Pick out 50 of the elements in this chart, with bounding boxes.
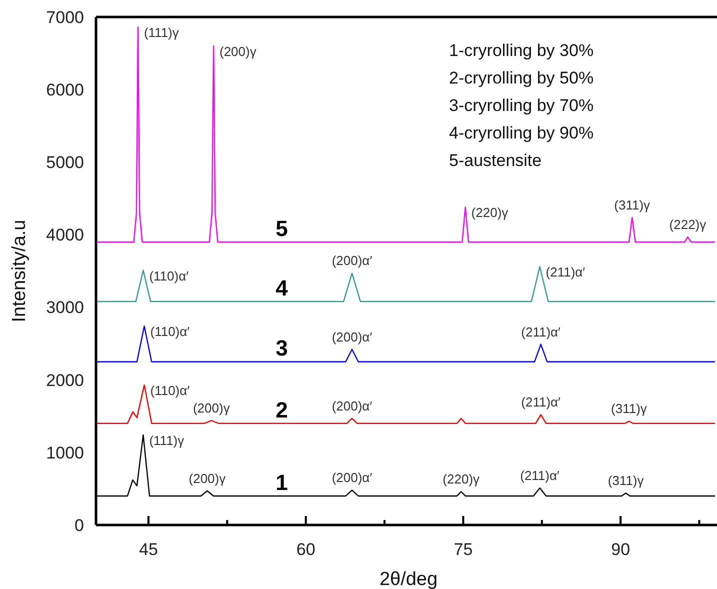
annotation: (211)α′ (546, 264, 586, 280)
y-axis-title: Intensity/a.u (9, 220, 30, 322)
y-tick-label: 2000 (46, 370, 84, 390)
line-series (96, 266, 716, 302)
annotation: (110)α′ (150, 382, 190, 398)
line-series (96, 326, 716, 362)
annotation: 3-cryrolling by 70% (449, 96, 594, 115)
annotation: 1-cryrolling by 30% (449, 40, 594, 60)
annotation: 4-cryrolling by 90% (449, 123, 594, 142)
annotation: (111)γ (144, 25, 180, 40)
annotation: (200)α′ (332, 329, 373, 344)
annotation: (200)α′ (332, 398, 373, 414)
series-label: 2 (276, 397, 288, 422)
annotation: (220)γ (471, 205, 509, 220)
y-tick-label: 4000 (46, 226, 84, 245)
annotation: (211)α′ (521, 324, 562, 340)
annotation: (311)γ (611, 401, 648, 416)
annotation: 2-cryrolling by 50% (449, 68, 594, 88)
y-tick-label: 1000 (46, 443, 84, 462)
annotation: (111)γ (149, 433, 185, 448)
annotation: (311)γ (608, 473, 644, 488)
y-tick-label: 0 (74, 516, 84, 535)
series-label: 1 (276, 470, 288, 495)
annotation: (211)α′ (520, 468, 560, 483)
x-axis-title: 2θ/deg (379, 569, 438, 589)
annotation: (311)γ (614, 197, 651, 212)
annotation: (200)α′ (332, 470, 373, 486)
annotation: (220)γ (442, 472, 480, 487)
y-tick-label: 6000 (46, 80, 84, 100)
x-tick-label: 45 (138, 540, 158, 559)
series-label: 5 (276, 216, 288, 241)
y-tick-label: 7000 (46, 8, 84, 27)
series-label: 3 (276, 336, 288, 361)
annotation: (211)α′ (521, 394, 562, 410)
annotation: (110)α′ (149, 268, 190, 284)
y-tick-label: 3000 (46, 298, 84, 318)
line-series (96, 384, 716, 424)
annotation: (222)γ (669, 216, 707, 232)
annotation: (200)γ (220, 44, 257, 60)
x-tick-label: 90 (611, 540, 630, 559)
annotation: (200)γ (192, 400, 230, 416)
annotation: (110)α′ (150, 324, 190, 340)
annotation: (200)α′ (332, 253, 373, 268)
annotation: (200)γ (188, 470, 226, 486)
series-label: 4 (276, 275, 289, 300)
x-tick-label: 60 (296, 540, 316, 559)
x-tick-label: 75 (454, 540, 473, 559)
y-tick-label: 5000 (46, 153, 84, 172)
annotation: 5-austensite (449, 150, 542, 170)
line-series (96, 26, 716, 243)
